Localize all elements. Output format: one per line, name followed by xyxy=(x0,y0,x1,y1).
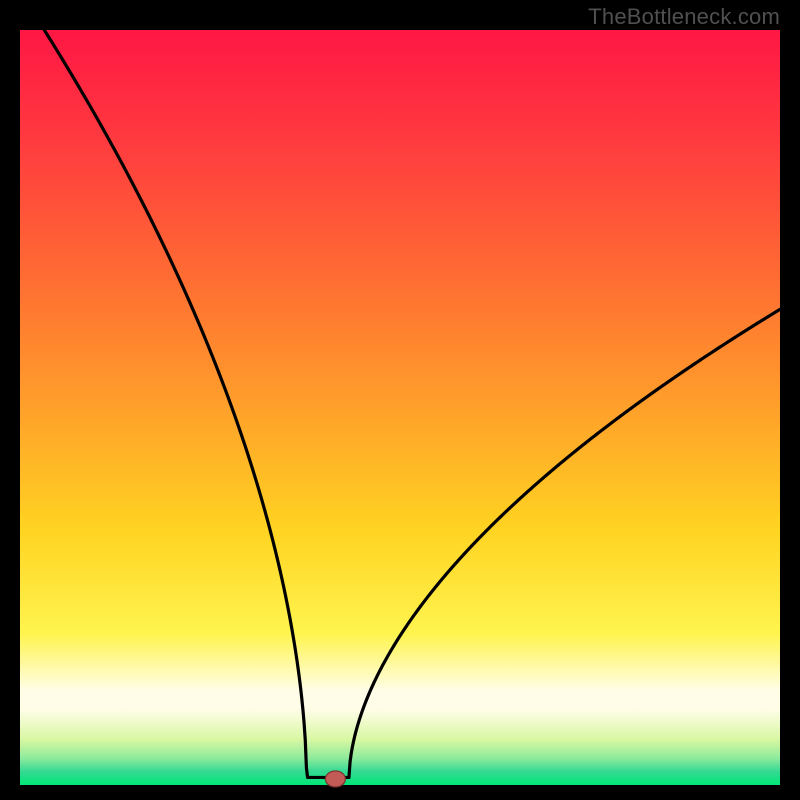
watermark-text: TheBottleneck.com xyxy=(588,4,780,30)
bottleneck-chart xyxy=(0,0,800,800)
optimal-point-marker xyxy=(325,771,345,787)
gradient-background xyxy=(20,30,780,785)
chart-frame: TheBottleneck.com xyxy=(0,0,800,800)
